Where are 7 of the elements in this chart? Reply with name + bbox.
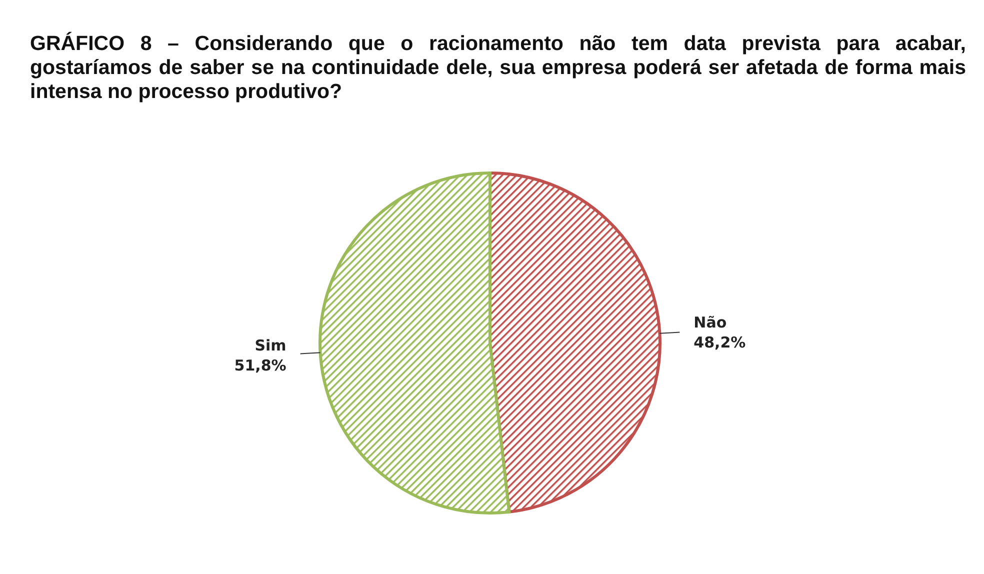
pie-slice [488,172,662,514]
chart-title: GRÁFICO 8 – Considerando que o racionamento não tem data prevista para acabar, gostaríamos de saber se na continuidade dele, sua empresa poderá ser afetada de forma mais intensa no processo produtivo? [30,32,966,104]
slice-label: Sim [254,336,286,355]
data-label: 48,2% [694,333,746,352]
slice-label: Não [694,313,727,332]
pie-slice [318,172,511,514]
data-label: 51,8% [234,356,286,375]
